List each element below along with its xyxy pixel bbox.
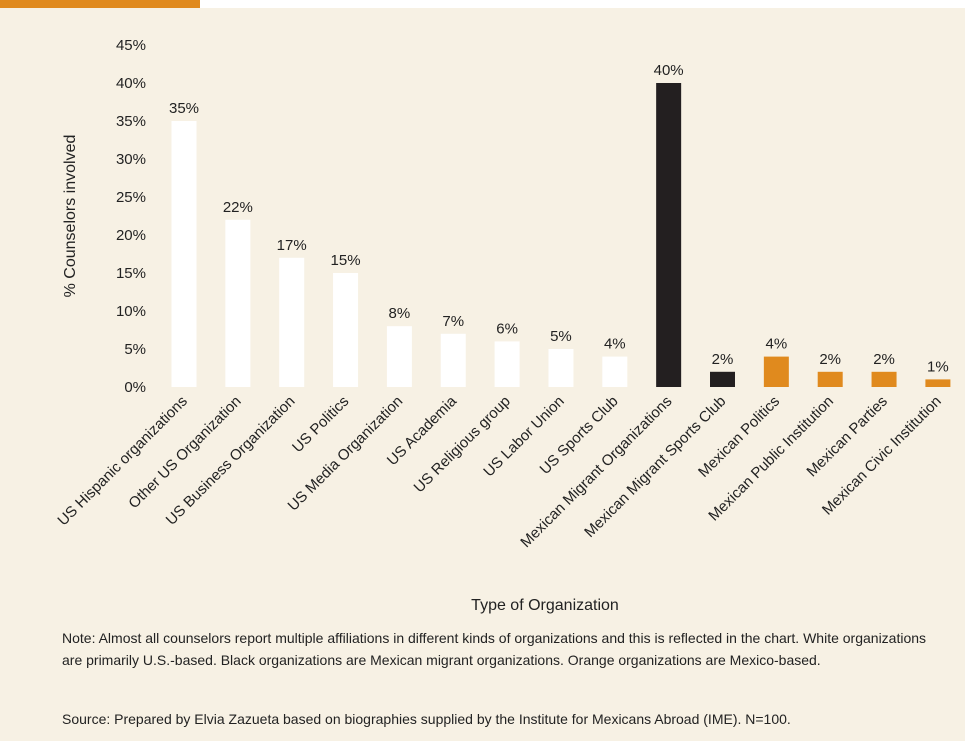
value-label: 17% [277,237,307,254]
bar [440,333,466,387]
value-label: 22% [223,199,253,216]
y-tick-label: 40% [116,75,146,92]
bar [171,121,197,387]
bar [656,83,682,387]
value-label: 5% [550,328,572,345]
x-axis-title: Type of Organization [471,597,619,614]
value-label: 6% [496,320,518,337]
accent-strip [0,0,200,8]
value-label: 2% [819,351,841,368]
y-tick-label: 35% [116,113,146,130]
value-label: 40% [654,62,684,79]
bar [333,273,359,387]
value-label: 35% [169,100,199,117]
bar [548,349,574,387]
bar [817,371,843,387]
background [0,8,965,741]
bar [763,356,789,387]
bar [710,371,735,387]
value-label: 2% [712,351,734,368]
y-tick-label: 5% [124,341,146,358]
value-label: 1% [927,358,949,375]
y-tick-label: 20% [116,227,146,244]
y-tick-label: 0% [124,379,146,396]
bar [871,371,897,387]
bar [279,257,305,387]
value-label: 7% [442,313,464,330]
bar [386,326,412,387]
y-tick-label: 15% [116,265,146,282]
value-label: 15% [331,252,361,269]
bar [925,379,951,387]
value-label: 4% [766,336,788,353]
bar [494,341,520,387]
y-axis-title: % Counselors involved [62,135,79,298]
bar [225,219,251,387]
y-tick-label: 10% [116,303,146,320]
bar [602,356,628,387]
value-label: 2% [873,351,895,368]
source: Source: Prepared by Elvia Zazueta based … [62,711,791,727]
value-label: 8% [389,305,411,322]
y-tick-label: 45% [116,37,146,54]
y-tick-label: 25% [116,189,146,206]
value-label: 4% [604,336,626,353]
note: Note: Almost all counselors report multi… [62,630,927,668]
y-tick-label: 30% [116,151,146,168]
